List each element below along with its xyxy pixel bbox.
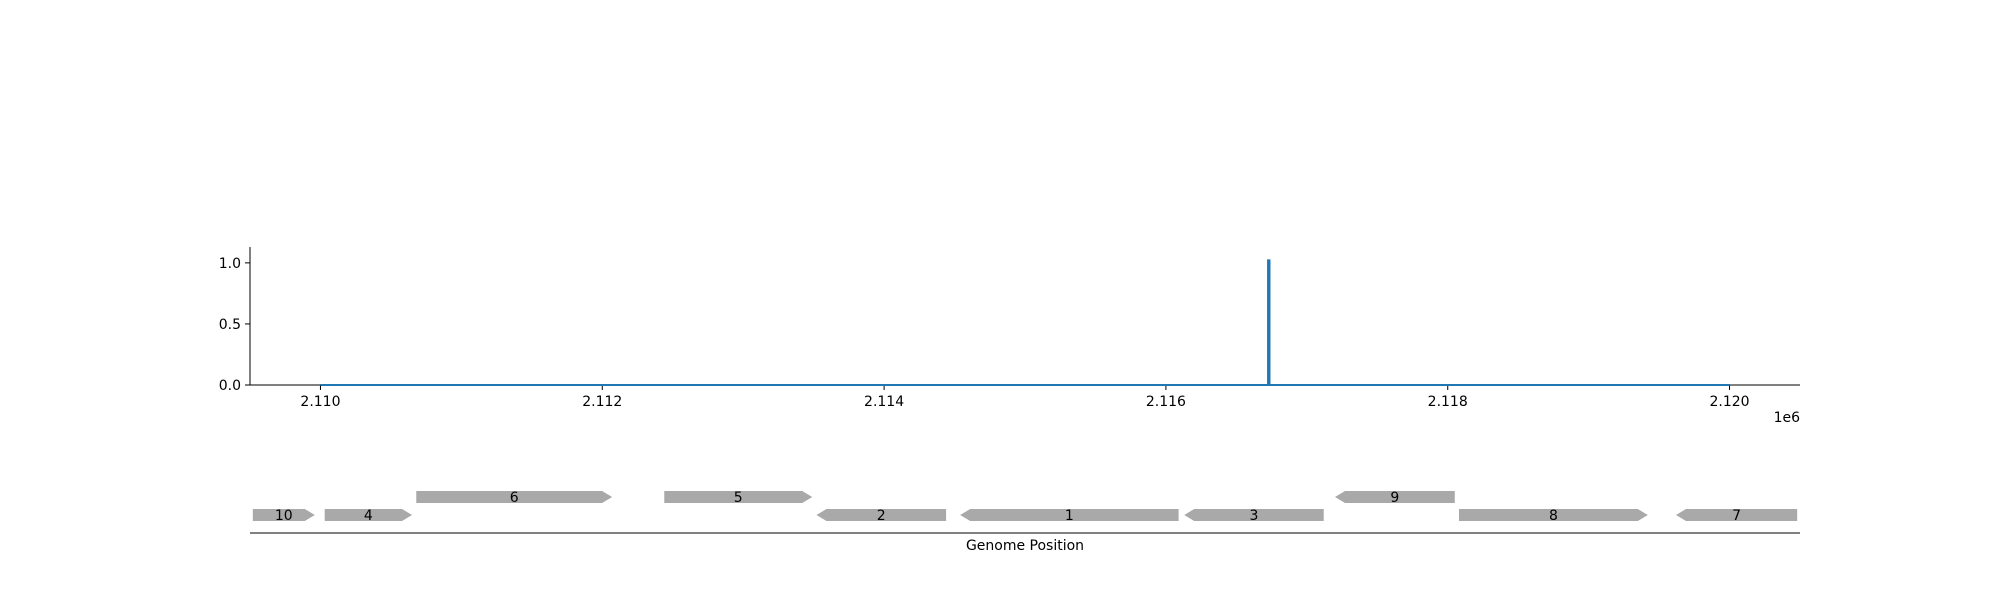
gene-arrow: 10 [252, 508, 315, 524]
gene-label: 7 [1732, 508, 1741, 524]
gene-arrow: 6 [416, 490, 613, 506]
gene-label: 2 [877, 508, 886, 524]
gene-arrow-shape [1184, 509, 1324, 521]
x-tick-label: 2.114 [864, 394, 904, 410]
gene-arrow: 4 [324, 508, 413, 524]
signal-panel: 0.0 0.5 1.0 2.110 2.112 2.114 2.116 2.118 2.120… [219, 247, 1800, 426]
genome-position-label: Genome Position [966, 538, 1084, 554]
x-tick-label: 2.112 [582, 394, 622, 410]
gene-panel: 10 4 6 5 2 1 3 9 8 7 Genome Position [250, 490, 1800, 554]
gene-label: 6 [510, 490, 519, 506]
gene-arrows: 10 4 6 5 2 1 3 9 8 7 [252, 490, 1798, 524]
gene-arrow-shape [1459, 509, 1648, 521]
y-tick-label: 0.5 [219, 317, 241, 333]
gene-arrow-shape [1676, 509, 1798, 521]
gene-arrow-shape [324, 509, 413, 521]
gene-arrow-shape [960, 509, 1179, 521]
gene-arrow-shape [416, 491, 613, 503]
gene-arrow: 3 [1184, 508, 1324, 524]
x-tick-label: 2.120 [1709, 394, 1749, 410]
gene-arrow: 5 [664, 490, 813, 506]
gene-arrow-shape [664, 491, 813, 503]
gene-label: 9 [1390, 490, 1399, 506]
gene-label: 1 [1065, 508, 1074, 524]
y-tick-label: 0.0 [219, 378, 241, 394]
gene-arrow: 2 [816, 508, 947, 524]
gene-arrow: 8 [1459, 508, 1648, 524]
x-tick-label: 2.118 [1428, 394, 1468, 410]
gene-arrow-shape [1335, 491, 1455, 503]
gene-arrow: 7 [1676, 508, 1798, 524]
x-tick-label: 2.116 [1146, 394, 1186, 410]
gene-label: 10 [275, 508, 293, 524]
gene-arrow-shape [252, 509, 315, 521]
gene-arrow-shape [816, 509, 947, 521]
x-tick-label: 2.110 [300, 394, 340, 410]
gene-arrow: 9 [1335, 490, 1455, 506]
signal-line [320, 259, 1730, 386]
gene-label: 4 [364, 508, 373, 524]
gene-label: 5 [734, 490, 743, 506]
gene-label: 8 [1549, 508, 1558, 524]
gene-label: 3 [1250, 508, 1259, 524]
y-tick-label: 1.0 [219, 256, 241, 272]
gene-arrow: 1 [960, 508, 1179, 524]
x-ticks: 2.110 2.112 2.114 2.116 2.118 2.120 [300, 385, 1750, 410]
x-offset-label: 1e6 [1774, 410, 1801, 426]
y-ticks: 0.0 0.5 1.0 [219, 256, 250, 394]
